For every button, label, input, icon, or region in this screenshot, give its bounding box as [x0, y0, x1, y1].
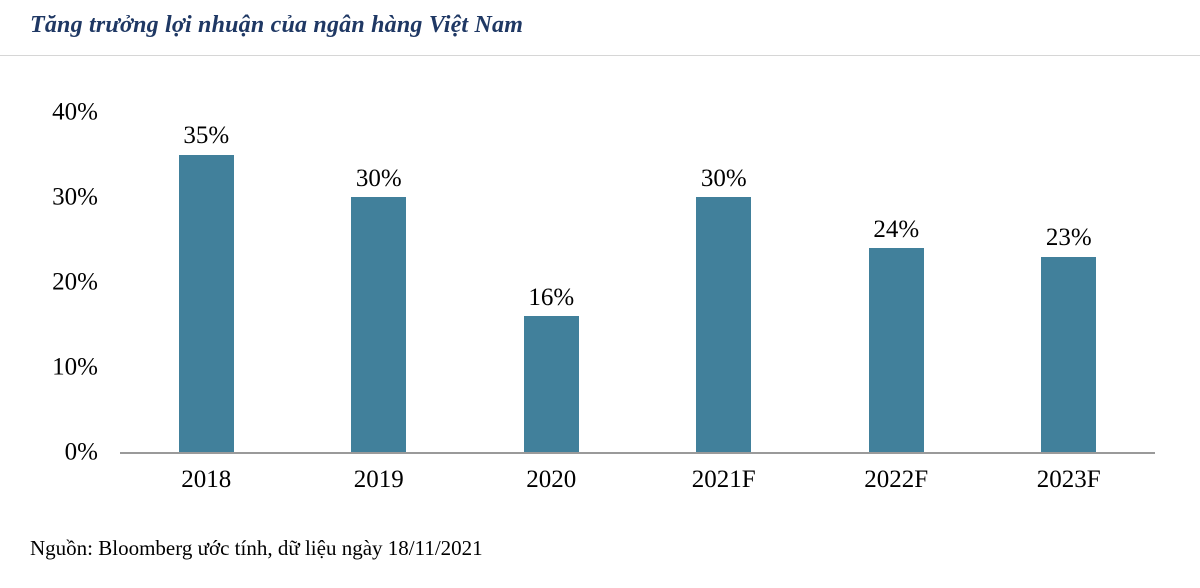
- x-tick-label: 2018: [181, 466, 232, 493]
- plot-area: 35% 30% 16% 30% 24% 23%: [120, 112, 1155, 454]
- x-tick-label: 2020: [526, 466, 577, 493]
- x-tick-label: 2023F: [1036, 466, 1101, 493]
- y-tick-label: 40%: [52, 98, 98, 126]
- bar-slot: 24%: [810, 112, 983, 452]
- bar-value-label: 23%: [1045, 224, 1092, 251]
- x-tick-label: 2019: [353, 466, 404, 493]
- bar: [696, 197, 752, 452]
- chart-title: Tăng trưởng lợi nhuận của ngân hàng Việt…: [30, 12, 524, 38]
- bar-slot: 23%: [983, 112, 1156, 452]
- bar-value-label: 24%: [873, 215, 920, 243]
- x-tick-label: 2021F: [691, 466, 756, 493]
- bar-slot: 30%: [638, 112, 811, 452]
- bar-chart: 0% 10% 20% 30% 40% 35% 30% 16% 30% 24% 23% 2018 20…: [52, 100, 1155, 494]
- y-axis: 0% 10% 20% 30% 40%: [0, 100, 98, 465]
- bar-value-label: 35%: [183, 122, 230, 149]
- bar-value-label: 30%: [700, 164, 747, 192]
- bar: [178, 154, 234, 452]
- y-tick-label: 20%: [52, 268, 98, 296]
- bar-value-label: 30%: [355, 164, 402, 192]
- x-axis: 2018 2019 2020 2021F 2022F 2023F: [120, 466, 1155, 494]
- title-divider: [0, 55, 1200, 56]
- y-tick-label: 10%: [52, 353, 98, 381]
- bar: [523, 316, 579, 452]
- y-tick-label: 0%: [64, 438, 98, 466]
- bar-slot: 30%: [293, 112, 466, 452]
- bar: [1041, 256, 1097, 452]
- bar-slot: 35%: [120, 112, 293, 452]
- y-tick-label: 30%: [52, 183, 98, 211]
- bar-value-label: 16%: [528, 283, 575, 311]
- bar: [868, 248, 924, 452]
- bar-slot: 16%: [465, 112, 638, 452]
- source-note: Nguồn: Bloomberg ước tính, dữ liệu ngày …: [30, 536, 483, 560]
- bar: [351, 197, 407, 452]
- x-tick-label: 2022F: [864, 466, 929, 493]
